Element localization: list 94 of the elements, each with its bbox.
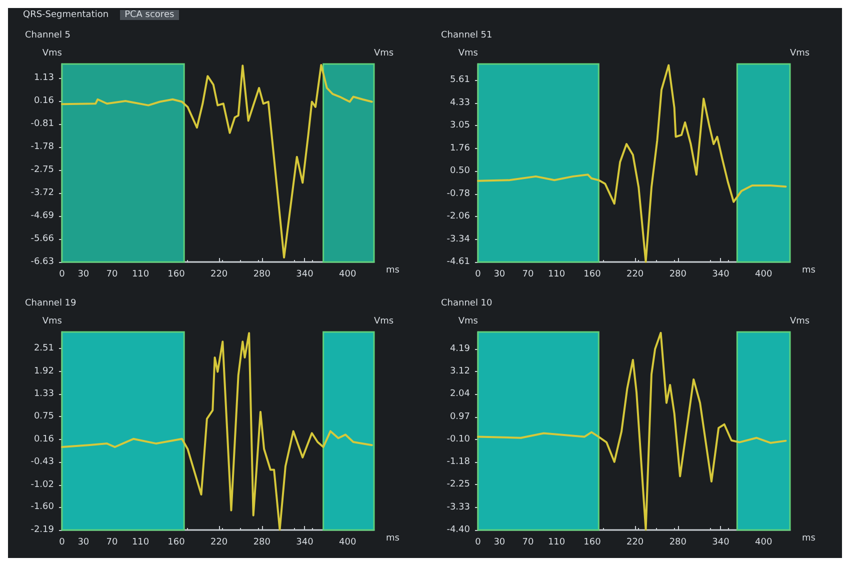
y-tick-label: 3.12	[450, 366, 470, 376]
x-tick-label: 30	[78, 538, 90, 548]
y-tick-label: -1.60	[30, 502, 54, 512]
x-tick-label: 0	[475, 538, 482, 548]
y-tick-label: -2.75	[30, 164, 54, 175]
y-tick-label: 1.33	[34, 389, 54, 400]
x-axis-title: ms	[386, 534, 400, 544]
y-tick-label: -3.34	[446, 234, 470, 244]
x-tick-label: 400	[338, 270, 356, 280]
y-tick-label: -2.25	[446, 480, 470, 490]
x-tick-label: 220	[626, 538, 644, 548]
y-axis-title: Vms	[42, 316, 62, 326]
chart-title: Channel 19	[25, 298, 77, 308]
x-tick-label: 70	[106, 270, 118, 280]
y-tick-label: -5.66	[30, 234, 54, 244]
y-tick-label: 1.92	[34, 366, 54, 376]
x-tick-label: 0	[59, 538, 66, 548]
y-tick-label: -0.43	[30, 457, 54, 468]
y2-axis-title: Vms	[374, 316, 394, 326]
x-tick-label: 160	[584, 538, 602, 548]
chart-title: Channel 10	[441, 298, 493, 308]
y-axis-title: Vms	[458, 316, 478, 326]
x-axis-title: ms	[802, 534, 816, 544]
x-tick-label: 280	[253, 538, 271, 548]
x-tick-label: 340	[296, 270, 314, 280]
y-tick-label: -4.40	[446, 525, 470, 535]
line-series	[477, 64, 787, 263]
x-tick-label: 30	[78, 270, 90, 280]
x-tick-label: 340	[712, 270, 730, 280]
y-tick-label: -1.18	[446, 457, 470, 468]
chart-title: Channel 51	[441, 30, 492, 40]
y-tick-label: 5.61	[450, 75, 470, 86]
y-tick-label: -1.02	[30, 480, 54, 490]
x-tick-label: 70	[522, 270, 534, 280]
x-tick-label: 0	[475, 270, 482, 280]
x-tick-label: 340	[296, 538, 314, 548]
x-tick-label: 30	[494, 270, 506, 280]
x-tick-label: 220	[210, 270, 228, 280]
x-tick-label: 280	[669, 538, 687, 548]
y-tick-label: -0.81	[30, 118, 54, 129]
y-tick-label: -0.78	[446, 188, 470, 199]
y-tick-label: -3.72	[30, 188, 54, 198]
x-tick-label: 400	[754, 538, 772, 548]
y-tick-label: 0.50	[450, 166, 470, 176]
x-tick-label: 160	[168, 538, 186, 548]
x-tick-label: 160	[584, 270, 602, 280]
x-tick-label: 110	[132, 270, 150, 280]
x-tick-label: 110	[548, 270, 566, 280]
x-tick-label: 400	[754, 270, 772, 280]
y-axis-title: Vms	[42, 48, 62, 58]
x-tick-label: 400	[338, 538, 356, 548]
x-tick-label: 280	[669, 270, 687, 280]
y-tick-label: -1.78	[30, 142, 54, 152]
y-tick-label: 0.97	[450, 412, 470, 422]
y2-axis-title: Vms	[790, 316, 810, 326]
x-tick-label: 0	[59, 270, 66, 280]
x-tick-label: 70	[522, 538, 534, 548]
text: PCA scores	[120, 10, 180, 20]
y-tick-label: 4.33	[450, 98, 470, 108]
line-series	[61, 64, 373, 258]
x-tick-label: 340	[712, 538, 730, 548]
y-tick-label: -6.63	[30, 257, 54, 267]
x-tick-label: 30	[494, 538, 506, 548]
y-tick-label: 0.16	[34, 434, 54, 444]
y-tick-label: 1.76	[450, 144, 470, 154]
y-tick-label: -2.06	[446, 212, 470, 222]
x-tick-label: 110	[132, 538, 150, 548]
x-tick-label: 70	[106, 538, 118, 548]
line-series	[61, 332, 373, 531]
y2-axis-title: Vms	[790, 48, 810, 58]
y-tick-label: -2.19	[30, 525, 54, 535]
line-series	[477, 332, 787, 531]
text: QRS-Segmentation	[22, 10, 110, 20]
x-axis-title: ms	[386, 266, 400, 276]
x-tick-label: 160	[168, 270, 186, 280]
x-axis-title: ms	[802, 266, 816, 276]
y-axis-title: Vms	[458, 48, 478, 58]
y-tick-label: 3.05	[450, 120, 470, 131]
x-tick-label: 220	[210, 538, 228, 548]
y-tick-label: 4.19	[450, 344, 470, 354]
y-tick-label: 2.51	[34, 344, 54, 354]
y-tick-label: -4.69	[30, 210, 54, 221]
x-tick-label: 110	[548, 538, 566, 548]
y-tick-label: -4.61	[446, 257, 470, 267]
y-tick-label: -0.10	[446, 434, 470, 444]
x-tick-label: 220	[626, 270, 644, 280]
y-tick-label: 1.13	[34, 72, 54, 83]
y2-axis-title: Vms	[374, 48, 394, 58]
y-tick-label: -3.33	[446, 502, 470, 512]
chart-title: Channel 5	[25, 30, 71, 40]
y-tick-label: 2.04	[450, 389, 470, 400]
y-tick-label: 0.75	[34, 412, 54, 422]
x-tick-label: 280	[253, 270, 271, 280]
y-tick-label: 0.16	[34, 96, 54, 106]
